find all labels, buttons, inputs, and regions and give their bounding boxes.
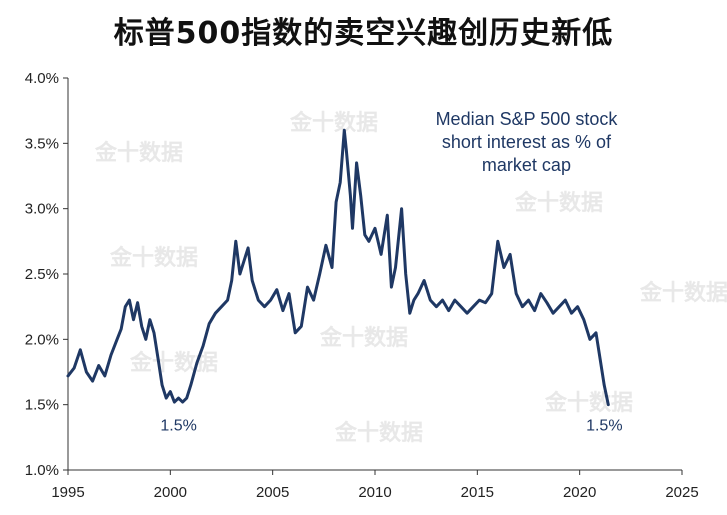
- watermark-text: 金十数据: [639, 280, 727, 306]
- x-tick-label: 1995: [51, 484, 84, 501]
- watermark-text: 金十数据: [109, 245, 198, 271]
- watermark-text: 金十数据: [319, 325, 408, 351]
- watermark-text: 金十数据: [94, 140, 183, 166]
- y-tick-label: 1.5%: [25, 397, 59, 414]
- y-tick-label: 3.0%: [25, 201, 59, 218]
- x-ticks: 1995 2000 2005 2010 2015 2020 2025: [51, 470, 699, 501]
- callout-label: 1.5%: [586, 418, 622, 435]
- callout-labels: 1.5% 1.5%: [160, 418, 622, 435]
- y-tick-label: 1.0%: [25, 462, 59, 479]
- y-ticks: 1.0% 1.5% 2.0% 2.5% 3.0% 3.5% 4.0%: [25, 70, 68, 479]
- annotation-line: Median S&P 500 stock: [436, 109, 619, 129]
- chart-annotation: Median S&P 500 stock short interest as % …: [436, 109, 619, 175]
- watermark-text: 金十数据: [334, 420, 423, 446]
- x-tick-label: 2025: [665, 484, 698, 501]
- x-tick-label: 2015: [461, 484, 494, 501]
- watermark-text: 金十数据: [129, 350, 218, 376]
- y-tick-label: 2.5%: [25, 266, 59, 283]
- callout-label: 1.5%: [160, 418, 196, 435]
- y-tick-label: 2.0%: [25, 331, 59, 348]
- x-tick-label: 2005: [256, 484, 289, 501]
- annotation-line: short interest as % of: [442, 132, 612, 152]
- watermark-text: 金十数据: [289, 110, 378, 136]
- annotation-line: market cap: [482, 155, 571, 175]
- y-tick-label: 4.0%: [25, 70, 59, 87]
- short-interest-line: [66, 128, 610, 407]
- x-tick-label: 2000: [154, 484, 187, 501]
- y-tick-label: 3.5%: [25, 135, 59, 152]
- x-tick-label: 2020: [563, 484, 596, 501]
- watermark-text: 金十数据: [544, 390, 633, 416]
- watermark-text: 金十数据: [514, 190, 603, 216]
- chart-title: 标普500指数的卖空兴趣创历史新低: [113, 16, 614, 51]
- x-tick-label: 2010: [358, 484, 391, 501]
